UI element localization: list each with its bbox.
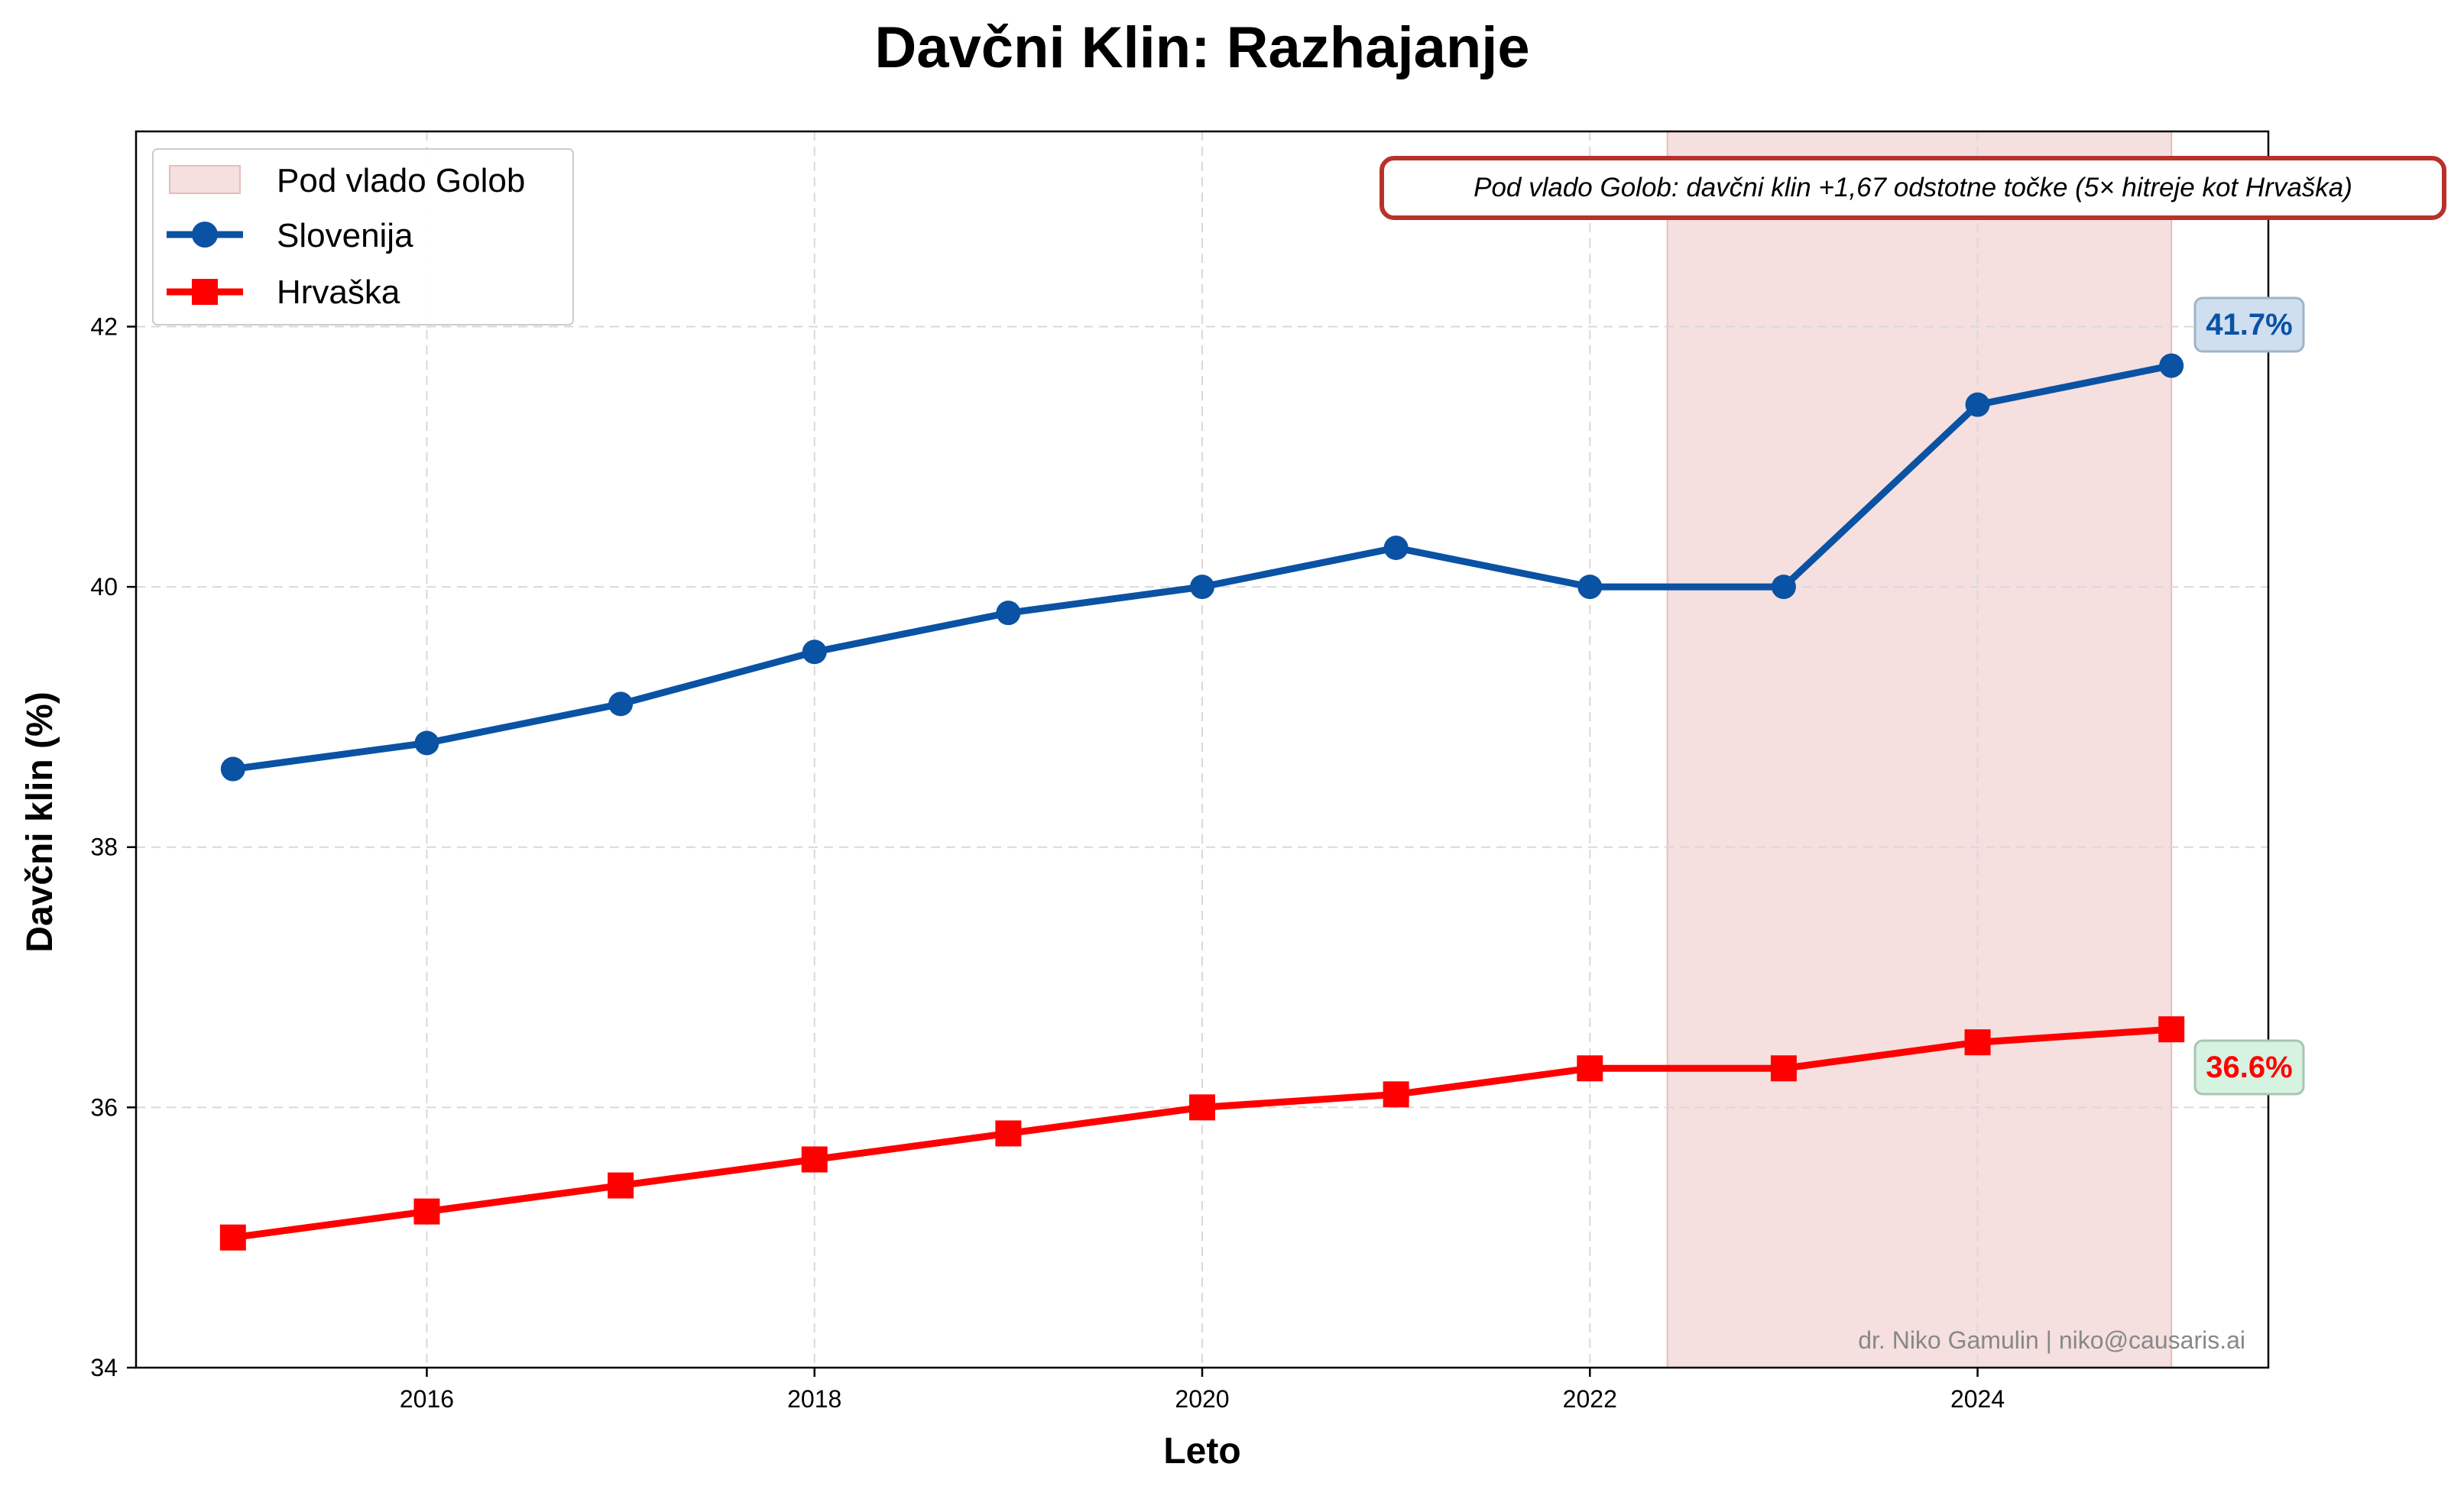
y-tick-label: 38 [90, 834, 118, 861]
legend-label-shaded: Pod vlado Golob [277, 162, 525, 199]
data-point-slovenija [2159, 353, 2184, 378]
end-label-slovenija: 41.7% [2193, 296, 2305, 353]
data-point-hrva-ka [219, 1224, 246, 1251]
data-point-slovenija [608, 691, 634, 717]
data-point-hrva-ka [2158, 1016, 2185, 1043]
plot-area [135, 130, 2270, 1369]
data-point-slovenija [1577, 575, 1603, 600]
x-tick-label: 2018 [787, 1385, 841, 1413]
data-point-slovenija [1965, 392, 1990, 417]
data-point-hrva-ka [1770, 1055, 1797, 1082]
data-point-slovenija [220, 756, 245, 782]
chart-title: Davčni Klin: Razhajanje [874, 15, 1529, 80]
data-point-hrva-ka [1189, 1094, 1215, 1121]
data-point-hrva-ka [995, 1120, 1022, 1147]
legend-label-hrvaska: Hrvaška [277, 274, 400, 311]
data-point-hrva-ka [413, 1198, 440, 1225]
series-layer [219, 353, 2185, 1251]
x-tick-label: 2024 [1950, 1385, 2005, 1413]
x-axis-title: Leto [1163, 1431, 1240, 1472]
data-point-slovenija [414, 730, 439, 756]
y-tick-label: 36 [90, 1093, 118, 1121]
data-point-slovenija [1771, 575, 1796, 600]
legend-marker-hrvaska [192, 279, 218, 305]
annotation-text: Pod vlado Golob: davčni klin +1,67 odsto… [1474, 173, 2352, 202]
annotation: Pod vlado Golob: davčni klin +1,67 odsto… [1380, 156, 2446, 220]
data-point-slovenija [1190, 575, 1214, 600]
y-axis-title: Davčni klin (%) [20, 691, 60, 952]
data-point-hrva-ka [1577, 1055, 1603, 1082]
end-label-box-hrvaska [2193, 1039, 2305, 1096]
series-slovenija [220, 353, 2184, 782]
data-point-slovenija [802, 640, 827, 665]
legend-box [152, 148, 574, 325]
legend-label-slovenija: Slovenija [277, 217, 413, 254]
end-label-text-slovenija: 41.7% [2206, 308, 2292, 342]
data-point-hrva-ka [801, 1146, 828, 1173]
y-tick-label: 34 [90, 1354, 118, 1381]
data-point-slovenija [996, 601, 1021, 626]
annotation-box [1380, 156, 2446, 220]
credit: dr. Niko Gamulin | niko@causaris.ai [1858, 1326, 2245, 1354]
y-tick-label: 42 [90, 312, 118, 340]
x-tick-label: 2016 [400, 1385, 454, 1413]
end-label-text-hrvaska: 36.6% [2206, 1051, 2292, 1084]
legend-swatch-shaded [169, 165, 241, 194]
y-tick-label: 40 [90, 573, 118, 601]
x-tick-label: 2020 [1175, 1385, 1229, 1413]
end-label-hrvaska: 36.6% [2193, 1039, 2305, 1096]
shaded-region-golob [1666, 131, 2173, 1368]
data-point-hrva-ka [608, 1172, 634, 1199]
legend: Pod vlado Golob Slovenija Hrvaška [152, 148, 574, 325]
data-point-slovenija [1383, 536, 1409, 561]
y-axis-ticks: 34 36 38 40 42 [90, 312, 136, 1381]
x-tick-label: 2022 [1563, 1385, 1617, 1413]
legend-marker-slovenija [192, 222, 218, 248]
end-label-box-slovenija [2193, 296, 2305, 353]
x-axis-ticks: 2016 2018 2020 2022 2024 [400, 1368, 2005, 1413]
data-point-hrva-ka [1964, 1029, 1991, 1056]
data-point-hrva-ka [1383, 1081, 1409, 1108]
series-hrva-ka [219, 1016, 2185, 1251]
